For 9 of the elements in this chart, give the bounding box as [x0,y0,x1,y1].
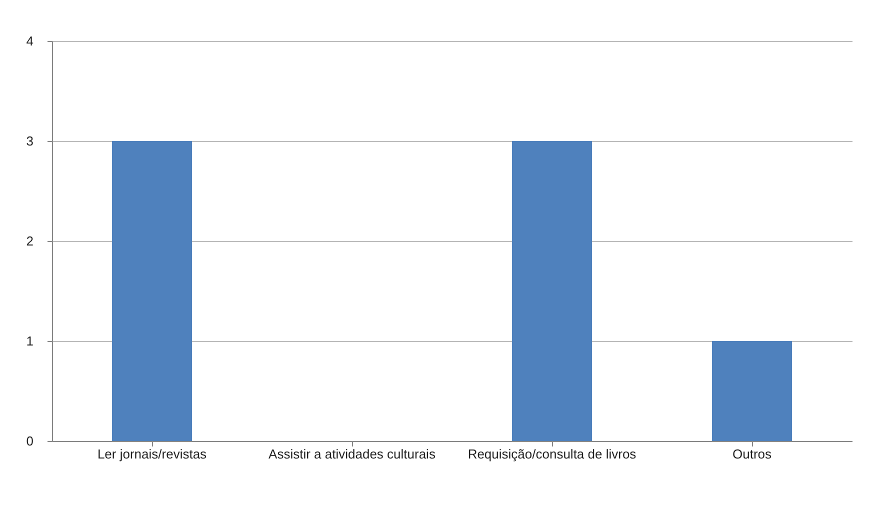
y-tick-label: 3 [26,134,34,148]
y-tick-label: 4 [26,34,34,48]
x-tick-label: Requisição/consulta de livros [468,446,637,462]
y-tick-label: 0 [26,434,34,448]
y-tick-label: 2 [26,234,34,248]
y-tick-label: 1 [26,334,34,348]
x-tick-label: Assistir a atividades culturais [268,446,436,462]
x-tick-label: Ler jornais/revistas [97,446,208,462]
x-tick-label: Outros [732,446,772,462]
